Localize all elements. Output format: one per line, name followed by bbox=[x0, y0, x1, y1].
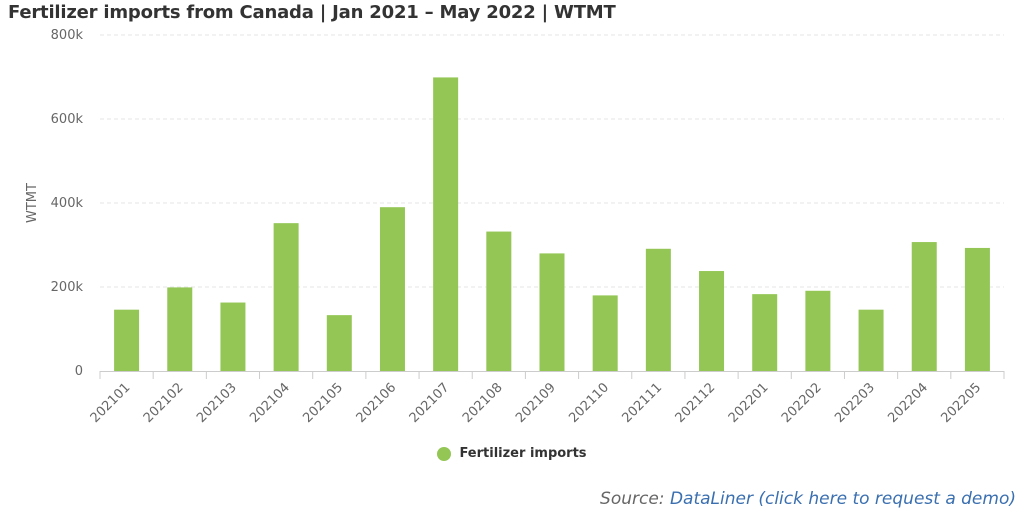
x-tick-label: 202111 bbox=[619, 380, 665, 426]
source-note: Source: DataLiner (click here to request… bbox=[600, 489, 1016, 509]
bar-202102[interactable] bbox=[167, 287, 193, 371]
y-tick-label: 200k bbox=[51, 280, 84, 295]
x-tick-label: 202108 bbox=[460, 380, 506, 426]
bar-202201[interactable] bbox=[752, 294, 778, 371]
x-tick-label: 202105 bbox=[300, 380, 346, 426]
legend: Fertilizer imports bbox=[0, 446, 1024, 461]
y-tick-label: 0 bbox=[75, 364, 83, 379]
x-tick-label: 202103 bbox=[194, 380, 240, 426]
bar-202107[interactable] bbox=[433, 77, 459, 372]
bar-202205[interactable] bbox=[964, 247, 990, 371]
y-tick-label: 800k bbox=[51, 28, 84, 43]
bar-202104[interactable] bbox=[273, 223, 299, 371]
y-tick-label: 600k bbox=[51, 112, 84, 127]
bar-202105[interactable] bbox=[326, 315, 352, 371]
x-tick-label: 202109 bbox=[513, 380, 559, 426]
x-tick-label: 202106 bbox=[354, 380, 400, 426]
bar-202109[interactable] bbox=[539, 253, 565, 371]
legend-label: Fertilizer imports bbox=[459, 446, 587, 461]
y-axis-ticks: 0 200k 400k 600k 800k bbox=[51, 28, 84, 379]
x-tick-label: 202104 bbox=[247, 380, 293, 426]
bar-202103[interactable] bbox=[220, 302, 246, 371]
legend-item-fertilizer-imports[interactable]: Fertilizer imports bbox=[437, 446, 587, 461]
x-tick-label: 202101 bbox=[88, 380, 134, 426]
gridlines bbox=[100, 34, 1004, 288]
bar-202202[interactable] bbox=[805, 290, 831, 371]
bar-202203[interactable] bbox=[858, 309, 884, 371]
x-tick-label: 202202 bbox=[779, 380, 825, 426]
x-tick-label: 202203 bbox=[832, 380, 878, 426]
bar-202108[interactable] bbox=[486, 231, 512, 371]
x-tick-label: 202107 bbox=[407, 380, 453, 426]
source-link[interactable]: DataLiner (click here to request a demo) bbox=[669, 489, 1016, 509]
bar-202106[interactable] bbox=[379, 207, 405, 371]
x-tick-label: 202205 bbox=[939, 380, 985, 426]
bar-202204[interactable] bbox=[911, 242, 937, 371]
y-axis-title: WTMT bbox=[25, 183, 40, 223]
legend-swatch-icon bbox=[437, 446, 452, 461]
bar-202101[interactable] bbox=[114, 309, 140, 371]
x-tick-label: 202102 bbox=[141, 380, 187, 426]
chart-title: Fertilizer imports from Canada | Jan 202… bbox=[8, 2, 616, 23]
x-tick-label: 202201 bbox=[726, 380, 772, 426]
bar-202111[interactable] bbox=[645, 248, 671, 371]
bar-series bbox=[114, 77, 990, 372]
x-tick-label: 202112 bbox=[673, 380, 719, 426]
bar-202110[interactable] bbox=[592, 295, 618, 371]
x-tick-label: 202110 bbox=[566, 380, 612, 426]
y-tick-label: 400k bbox=[51, 196, 84, 211]
source-prefix: Source: bbox=[600, 489, 670, 509]
x-tick-label: 202204 bbox=[885, 380, 931, 426]
bar-202112[interactable] bbox=[699, 271, 725, 371]
x-axis-ticks: 202101 202102 202103 202104 202105 202106 2021… bbox=[88, 371, 1005, 426]
